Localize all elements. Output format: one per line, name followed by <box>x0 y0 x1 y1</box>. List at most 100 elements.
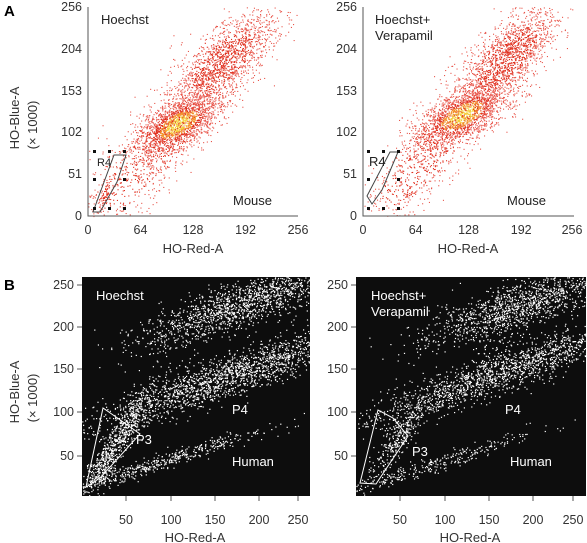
x-tick-label: 250 <box>563 513 584 527</box>
x-tick-label: 0 <box>360 223 367 237</box>
gate-r4-label: R4 <box>369 154 386 169</box>
plot-a-verapamil: 0 64 128 192 256 0 51 102 153 204 256 HO… <box>336 0 582 256</box>
gate-r4-outline <box>366 151 399 205</box>
x-axis-label: HO-Red-A <box>440 530 501 543</box>
treatment-label: Hoechst+ Verapamil <box>371 288 430 319</box>
y-tick-label: 51 <box>68 167 82 181</box>
y-tick-label: 100 <box>327 405 348 419</box>
x-tick-label: 50 <box>393 513 407 527</box>
gate-r4-label: R4 <box>97 157 111 169</box>
y-axis-label: HO-Blue-A <box>7 86 22 149</box>
y-tick-label: 256 <box>61 0 82 14</box>
y-axis-unit: (× 1000) <box>25 374 40 423</box>
species-label: Mouse <box>507 193 546 208</box>
scatter-points <box>88 7 298 218</box>
x-axis-label: HO-Red-A <box>165 530 226 543</box>
panel-label-a: A <box>4 3 15 20</box>
x-tick-label: 192 <box>511 223 532 237</box>
y-tick-label: 250 <box>327 278 348 292</box>
y-tick-label: 102 <box>336 125 357 139</box>
y-axis-label: HO-Blue-A <box>7 360 22 423</box>
gate-p3-label: P3 <box>136 432 152 447</box>
x-ticks: 50 100 150 200 250 <box>119 513 308 527</box>
gate-r4-outline <box>92 154 127 213</box>
gate-r4-handles <box>93 150 126 210</box>
y-tick-marks <box>351 284 356 457</box>
y-tick-label: 150 <box>327 362 348 376</box>
y-tick-label: 150 <box>53 362 74 376</box>
x-ticks: 0 64 128 192 256 <box>85 223 309 237</box>
species-label: Human <box>510 454 552 469</box>
x-tick-label: 150 <box>479 513 500 527</box>
gate-p3-outline <box>85 407 141 489</box>
x-tick-label: 64 <box>409 223 423 237</box>
x-tick-label: 128 <box>458 223 479 237</box>
scatter-points <box>82 277 312 497</box>
plot-area <box>82 277 310 496</box>
x-ticks: 50 100 150 200 250 <box>393 513 583 527</box>
x-tick-label: 256 <box>562 223 583 237</box>
x-tick-label: 50 <box>119 513 133 527</box>
treatment-label: Hoechst <box>96 288 144 303</box>
x-tick-label: 100 <box>161 513 182 527</box>
gate-p3-label: P3 <box>412 444 428 459</box>
panel-label-b: B <box>4 277 15 294</box>
y-tick-label: 204 <box>61 42 82 56</box>
y-ticks: 0 51 102 153 204 256 <box>336 0 357 223</box>
y-ticks: 50 100 150 200 250 <box>53 278 74 463</box>
axes <box>87 7 298 217</box>
scatter-points <box>364 7 574 217</box>
y-tick-label: 50 <box>334 449 348 463</box>
treatment-line-1: Hoechst+ <box>371 288 426 303</box>
y-tick-label: 153 <box>61 84 82 98</box>
y-tick-label: 200 <box>53 320 74 334</box>
gate-p4-label: P4 <box>505 402 521 417</box>
species-label: Human <box>232 454 274 469</box>
y-tick-label: 50 <box>60 449 74 463</box>
y-tick-label: 200 <box>327 320 348 334</box>
treatment-label: Hoechst <box>101 12 149 27</box>
y-tick-label: 250 <box>53 278 74 292</box>
x-tick-label: 64 <box>134 223 148 237</box>
treatment-line-1: Hoechst+ <box>375 12 430 27</box>
y-tick-label: 256 <box>336 0 357 14</box>
y-ticks: 50 100 150 200 250 <box>327 278 348 463</box>
gate-r4-handles <box>367 150 400 210</box>
y-tick-label: 100 <box>53 405 74 419</box>
plot-b-hoechst: 50 100 150 200 250 50 100 150 200 250 <box>7 277 312 543</box>
y-tick-label: 0 <box>75 209 82 223</box>
x-axis-label: HO-Red-A <box>163 241 224 256</box>
x-tick-label: 0 <box>85 223 92 237</box>
x-tick-marks <box>399 496 574 501</box>
x-tick-marks <box>125 496 299 501</box>
y-axis-unit: (× 1000) <box>25 101 40 150</box>
gate-p4-label: P4 <box>232 402 248 417</box>
y-tick-marks <box>77 284 82 457</box>
x-tick-label: 192 <box>235 223 256 237</box>
x-tick-label: 100 <box>435 513 456 527</box>
x-tick-label: 250 <box>288 513 309 527</box>
x-ticks: 0 64 128 192 256 <box>360 223 583 237</box>
y-tick-label: 51 <box>343 167 357 181</box>
treatment-line-2: Verapamil <box>375 28 433 43</box>
x-tick-label: 128 <box>183 223 204 237</box>
gate-p3-outline <box>359 409 409 485</box>
y-tick-label: 102 <box>61 125 82 139</box>
x-tick-label: 256 <box>288 223 309 237</box>
axes <box>362 7 574 217</box>
species-label: Mouse <box>233 193 272 208</box>
scatter-points <box>356 277 587 496</box>
plot-a-hoechst: 0 64 128 192 256 0 51 102 153 204 256 HO… <box>7 0 308 256</box>
treatment-line-2: Verapamil <box>371 304 429 319</box>
treatment-label: Hoechst+ Verapamil <box>375 12 434 43</box>
x-tick-label: 200 <box>249 513 270 527</box>
x-tick-label: 200 <box>523 513 544 527</box>
plot-b-verapamil: 50 100 150 200 250 50 100 150 200 250 <box>327 277 587 543</box>
y-tick-label: 0 <box>350 209 357 223</box>
x-axis-label: HO-Red-A <box>438 241 499 256</box>
x-tick-label: 150 <box>205 513 226 527</box>
y-ticks: 0 51 102 153 204 256 <box>61 0 82 223</box>
y-tick-label: 204 <box>336 42 357 56</box>
y-tick-label: 153 <box>336 84 357 98</box>
